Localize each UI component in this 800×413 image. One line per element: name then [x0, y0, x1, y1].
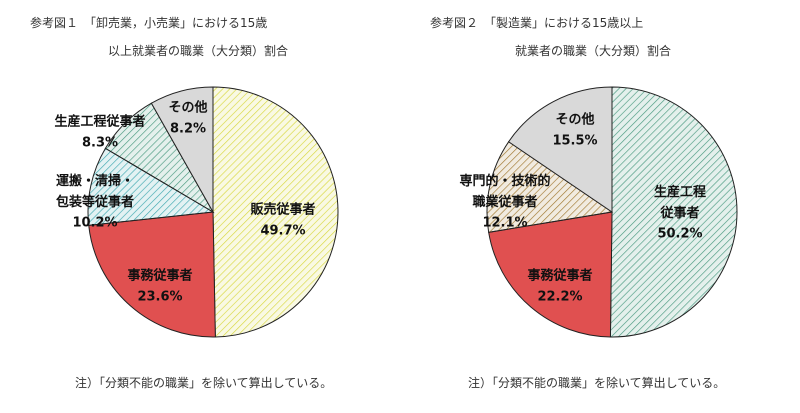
- slice-value: 15.5%: [552, 133, 598, 148]
- slice-label: 事務従事者: [127, 268, 193, 283]
- slice-value: 8.2%: [169, 121, 207, 136]
- chart-subtitle: 就業者の職業（大分類）割合: [515, 44, 672, 58]
- pie-slice: [486, 141, 614, 233]
- slice-label: 専門的・技術的 職業従事者: [459, 173, 551, 210]
- slice-value: 12.1%: [482, 215, 528, 231]
- slice-label: 販売従事者: [250, 202, 316, 217]
- pie-slice: [87, 147, 215, 226]
- pie-slice: [88, 211, 216, 338]
- slice-value: 49.7%: [260, 223, 306, 238]
- pie-slice: [507, 86, 613, 213]
- slice-label: その他: [555, 112, 595, 127]
- slice-label: 生産工程従事者: [54, 114, 146, 129]
- note: 注）「分類不能の職業」を除いて算出している。: [75, 376, 333, 390]
- pie-slice: [212, 86, 339, 338]
- slice-label: その他: [168, 100, 208, 115]
- slice-label: 運搬・清掃・ 包装等従事者: [55, 173, 135, 210]
- slice-value: 10.2%: [72, 215, 118, 231]
- chart-title: 参考図２ 「製造業」における15歳以上: [430, 16, 644, 30]
- pie-slice: [150, 86, 214, 214]
- slice-value: 22.2%: [537, 289, 583, 304]
- slice-label: 生産工程 従事者: [653, 184, 707, 221]
- note: 注）「分類不能の職業」を除いて算出している。: [468, 376, 726, 390]
- chart-subtitle: 以上就業者の職業（大分類）割合: [108, 44, 289, 58]
- slice-value: 8.3%: [81, 135, 119, 150]
- slice-value: 50.2%: [657, 226, 703, 242]
- pie-slice: [488, 211, 613, 338]
- pie-slice: [609, 86, 738, 338]
- chart-title: 参考図１ 「卸売業，小売業」における15歳: [30, 16, 268, 30]
- slice-label: 事務従事者: [527, 268, 593, 283]
- slice-value: 23.6%: [137, 289, 183, 304]
